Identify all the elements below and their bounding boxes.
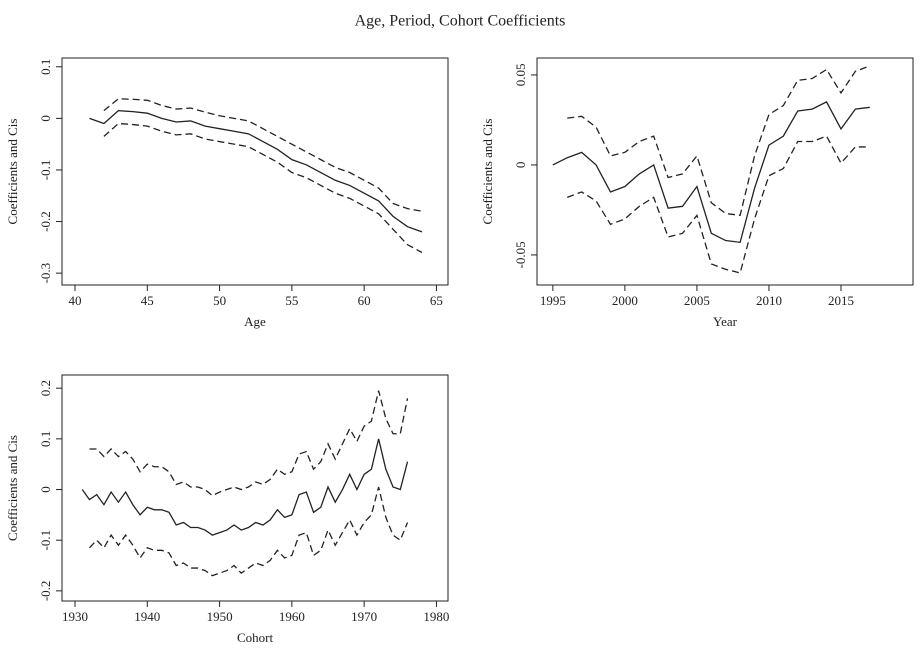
x-tick-label: 1960 [279, 609, 305, 624]
series-line [552, 101, 870, 244]
subplot: 1930 1940 1950 1960 1970 1980 0.2 0.1 0 -0.1 -0.2 C… [5, 374, 449, 645]
y-tick-label: -0.05 [513, 241, 528, 268]
series-line [103, 98, 423, 212]
x-tick-label: 1970 [351, 609, 377, 624]
plot-frame [61, 57, 449, 286]
x-tick-label: 1980 [423, 609, 449, 624]
y-tick-label: -0.2 [38, 581, 53, 602]
y-axis-label: Coefficients and Cis [5, 119, 20, 225]
y-tick-label: 0 [513, 162, 528, 169]
series-line [567, 135, 870, 274]
x-tick-label: 50 [213, 293, 226, 308]
series-line [88, 486, 409, 577]
series-line [89, 390, 409, 497]
x-axis-label: Cohort [237, 630, 274, 645]
x-tick-label: 2015 [828, 293, 854, 308]
x-tick-label: 65 [430, 293, 443, 308]
y-tick-label: 0.05 [513, 64, 528, 87]
x-axis-label: Year [713, 314, 738, 329]
x-axis-label: Age [244, 314, 266, 329]
x-tick-label: 45 [141, 293, 154, 308]
y-axis-label: Coefficients and Cis [480, 119, 495, 225]
y-tick-label: 0.2 [38, 380, 53, 396]
x-tick-label: 2010 [756, 293, 782, 308]
plot-frame [536, 57, 914, 286]
x-tick-label: 55 [285, 293, 298, 308]
figure-title: Age, Period, Cohort Coefficients [355, 13, 566, 30]
subplot: 1995 2000 2005 2010 2015 0.05 0 -0.05 Year Coeffi… [480, 57, 914, 329]
series-line [103, 122, 423, 254]
series-line [567, 65, 871, 217]
x-tick-label: 1930 [62, 609, 88, 624]
y-tick-label: 0 [38, 115, 53, 122]
x-tick-label: 1940 [134, 609, 160, 624]
x-tick-label: 1950 [207, 609, 233, 624]
y-tick-label: 0.1 [38, 431, 53, 447]
series-line [81, 438, 409, 536]
y-tick-label: -0.3 [38, 263, 53, 284]
y-tick-label: 0.1 [38, 59, 53, 75]
y-tick-label: -0.2 [38, 211, 53, 232]
plot-frame [61, 374, 449, 602]
x-tick-label: 40 [69, 293, 82, 308]
x-tick-label: 60 [358, 293, 371, 308]
y-axis-label: Coefficients and Cis [5, 435, 20, 541]
x-tick-label: 1995 [540, 293, 566, 308]
y-tick-label: -0.1 [38, 160, 53, 181]
x-tick-label: 2000 [612, 293, 638, 308]
subplot: 40 45 50 55 60 65 0.1 0 -0.1 -0.2 -0.3 Age Coefficie… [5, 57, 449, 329]
y-tick-label: -0.1 [38, 530, 53, 551]
x-tick-label: 2005 [684, 293, 710, 308]
series-line [89, 109, 423, 233]
y-tick-label: 0 [38, 486, 53, 493]
